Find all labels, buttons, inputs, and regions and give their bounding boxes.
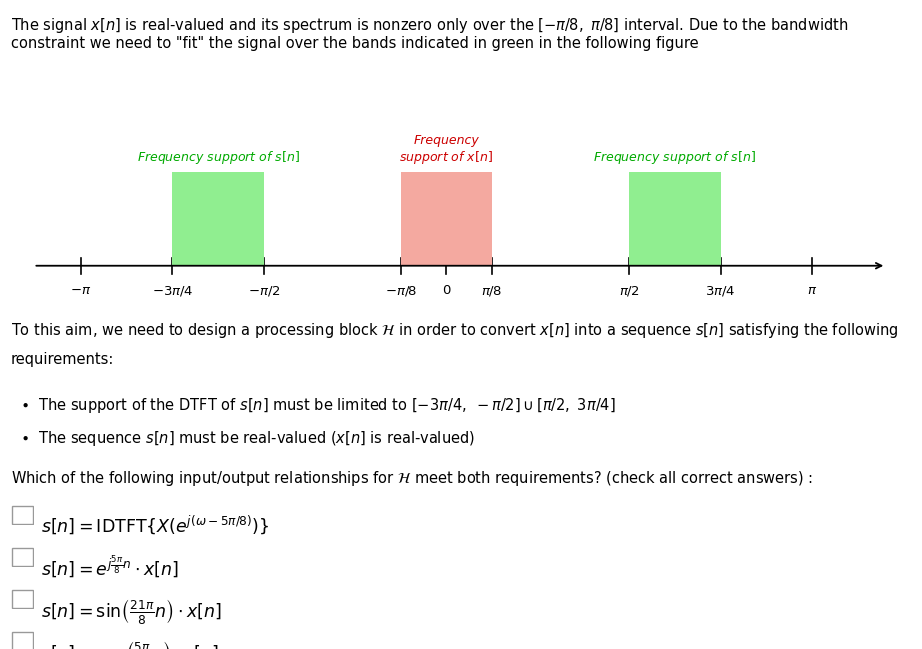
Text: $\bullet$  The support of the DTFT of $s[n]$ must be limited to $[-3\pi/4,\ -\pi: $\bullet$ The support of the DTFT of $s[… [20, 396, 616, 415]
Text: $3\pi/4$: $3\pi/4$ [705, 284, 736, 299]
Bar [629, 172, 721, 265]
Text: $\bullet$  The sequence $s[n]$ must be real-valued ($x[n]$ is real-valued): $\bullet$ The sequence $s[n]$ must be re… [20, 429, 475, 448]
Text: requirements:: requirements: [11, 352, 114, 367]
Text: $s[n] = e^{j\frac{5\pi}{8}n} \cdot x[n]$: $s[n] = e^{j\frac{5\pi}{8}n} \cdot x[n]$ [41, 555, 180, 580]
Text: $0$: $0$ [442, 284, 451, 297]
Text: $s[n] = \sin\!\left(\frac{21\pi}{8}n\right) \cdot x[n]$: $s[n] = \sin\!\left(\frac{21\pi}{8}n\rig… [41, 597, 222, 626]
Text: $\pi/8$: $\pi/8$ [481, 284, 502, 299]
Text: $-\pi$: $-\pi$ [70, 284, 91, 297]
Text: $s[n] = \cos\!\left(\frac{5\pi}{8}n\right) \cdot x[n]$: $s[n] = \cos\!\left(\frac{5\pi}{8}n\righ… [41, 639, 219, 649]
Text: $s[n] = \mathrm{IDTFT}\{X(e^{j(\omega - 5\pi/8)})\}$: $s[n] = \mathrm{IDTFT}\{X(e^{j(\omega - … [41, 513, 270, 535]
Text: Frequency support of $s[n]$: Frequency support of $s[n]$ [136, 149, 300, 166]
FancyBboxPatch shape [12, 632, 33, 649]
Text: $-3\pi/4$: $-3\pi/4$ [151, 284, 194, 299]
Text: $-\pi/8$: $-\pi/8$ [384, 284, 417, 299]
Text: The signal $x[n]$ is real-valued and its spectrum is nonzero only over the $[-\p: The signal $x[n]$ is real-valued and its… [11, 16, 848, 35]
Text: constraint we need to "fit" the signal over the bands indicated in green in the : constraint we need to "fit" the signal o… [11, 36, 699, 51]
Text: Frequency
support of $x[n]$: Frequency support of $x[n]$ [399, 134, 493, 166]
Text: $\pi/2$: $\pi/2$ [619, 284, 640, 299]
FancyBboxPatch shape [12, 548, 33, 565]
FancyBboxPatch shape [12, 590, 33, 607]
Text: $-\pi/2$: $-\pi/2$ [248, 284, 279, 299]
Bar [172, 172, 264, 265]
FancyBboxPatch shape [12, 506, 33, 524]
Bar [401, 172, 492, 265]
Text: To this aim, we need to design a processing block $\mathcal{H}$ in order to conv: To this aim, we need to design a process… [11, 321, 898, 340]
Text: $\pi$: $\pi$ [807, 284, 817, 297]
Text: Frequency support of $s[n]$: Frequency support of $s[n]$ [594, 149, 756, 166]
Text: Which of the following input/output relationships for $\mathcal{H}$ meet both re: Which of the following input/output rela… [11, 469, 813, 488]
